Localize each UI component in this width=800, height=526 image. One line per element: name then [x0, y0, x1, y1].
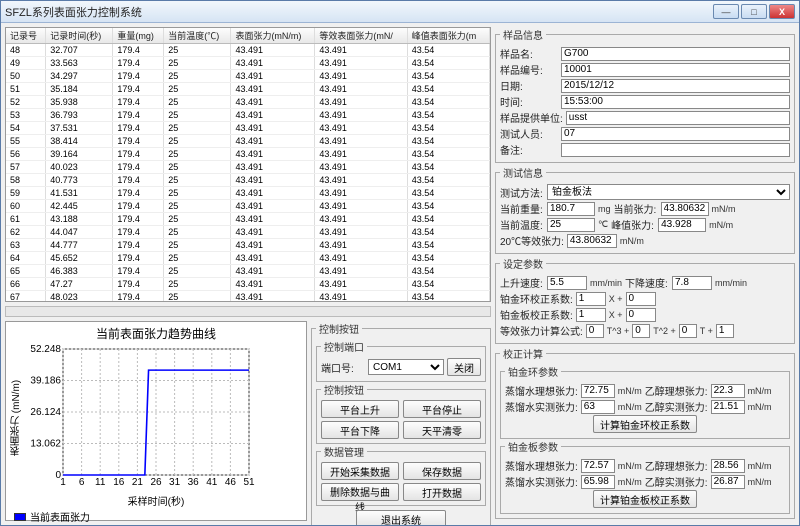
chart-panel: 当前表面张力趋势曲线 表面张力 (mN/m) 013.06226.12439.1…: [5, 321, 307, 521]
tester-input[interactable]: [561, 127, 790, 141]
minimize-button[interactable]: —: [713, 4, 739, 19]
table-row[interactable]: 6748.023179.42543.49143.49143.54: [6, 291, 490, 303]
chart-xaxis-label: 采样时间(秒): [8, 493, 304, 508]
legend-label: 当前表面张力: [30, 509, 90, 524]
chart-legend: 当前表面张力: [8, 508, 304, 525]
table-row[interactable]: 5538.414179.42543.49143.49143.54: [6, 135, 490, 148]
table-row[interactable]: 5034.297179.42543.49143.49143.54: [6, 70, 490, 83]
platform-stop-button[interactable]: 平台停止: [403, 400, 481, 418]
eq20-field[interactable]: [567, 234, 617, 248]
col-header[interactable]: 等效表面张力(mN/: [315, 28, 407, 44]
table-row[interactable]: 6445.652179.42543.49143.49143.54: [6, 252, 490, 265]
svg-text:6: 6: [79, 477, 85, 488]
col-header[interactable]: 记录时间(秒): [46, 28, 113, 44]
settings-group: 设定参数 上升速度:mm/min 下降速度:mm/min 铂金环校正系数:X +…: [495, 256, 795, 344]
table-row[interactable]: 5840.773179.42543.49143.49143.54: [6, 174, 490, 187]
note-input[interactable]: [561, 143, 790, 157]
svg-text:11: 11: [95, 477, 106, 488]
svg-text:16: 16: [113, 477, 125, 488]
table-row[interactable]: 5336.793179.42543.49143.49143.54: [6, 109, 490, 122]
open-data-button[interactable]: 打开数据: [403, 483, 481, 501]
chart-title: 当前表面张力趋势曲线: [8, 324, 304, 343]
table-row[interactable]: 5740.023179.42543.49143.49143.54: [6, 161, 490, 174]
col-header[interactable]: 重量(mg): [113, 28, 164, 44]
balance-zero-button[interactable]: 天平清零: [403, 421, 481, 439]
start-collect-button[interactable]: 开始采集数据: [321, 462, 399, 480]
svg-text:46: 46: [225, 477, 237, 488]
provider-input[interactable]: [566, 111, 790, 125]
col-header[interactable]: 表面张力(mN/m): [231, 28, 315, 44]
test-info-group: 测试信息 测试方法:铂金板法 当前重量:mg 当前张力:mN/m 当前温度:℃ …: [495, 165, 795, 254]
peak-field[interactable]: [658, 218, 706, 232]
platform-down-button[interactable]: 平台下降: [321, 421, 399, 439]
svg-text:31: 31: [169, 477, 181, 488]
svg-text:39.186: 39.186: [30, 376, 61, 387]
svg-text:21: 21: [132, 477, 144, 488]
col-header[interactable]: 当前温度(℃): [164, 28, 231, 44]
temp-field[interactable]: [547, 218, 595, 232]
svg-text:26.124: 26.124: [30, 407, 61, 418]
table-row[interactable]: 5235.938179.42543.49143.49143.54: [6, 96, 490, 109]
close-button[interactable]: X: [769, 4, 795, 19]
upspeed-input[interactable]: [547, 276, 587, 290]
table-row[interactable]: 5135.184179.42543.49143.49143.54: [6, 83, 490, 96]
trend-chart: 013.06226.12439.18652.248161116212631364…: [25, 343, 255, 493]
tension-field[interactable]: [661, 202, 709, 216]
table-row[interactable]: 6143.188179.42543.49143.49143.54: [6, 213, 490, 226]
table-row[interactable]: 6344.777179.42543.49143.49143.54: [6, 239, 490, 252]
grid-scrollbar[interactable]: [5, 306, 491, 317]
window-title: SFZL系列表面张力控制系统: [5, 4, 713, 20]
sample-name-input[interactable]: [561, 47, 790, 61]
col-header[interactable]: 记录号: [6, 28, 46, 44]
table-row[interactable]: 6647.27179.42543.49143.49143.54: [6, 278, 490, 291]
svg-text:51: 51: [243, 477, 255, 488]
table-row[interactable]: 4933.563179.42543.49143.49143.54: [6, 57, 490, 70]
table-row[interactable]: 5639.164179.42543.49143.49143.54: [6, 148, 490, 161]
method-select[interactable]: 铂金板法: [547, 184, 790, 200]
date-input[interactable]: [561, 79, 790, 93]
ring-coef-input[interactable]: [576, 292, 606, 306]
table-row[interactable]: 6042.445179.42543.49143.49143.54: [6, 200, 490, 213]
table-row[interactable]: 5941.531179.42543.49143.49143.54: [6, 187, 490, 200]
legend-swatch: [14, 513, 26, 521]
chart-yaxis-label: 表面张力 (mN/m): [8, 343, 25, 493]
platform-up-button[interactable]: 平台上升: [321, 400, 399, 418]
table-row[interactable]: 5437.531179.42543.49143.49143.54: [6, 122, 490, 135]
port-select[interactable]: COM1: [368, 359, 444, 375]
table-row[interactable]: 6244.047179.42543.49143.49143.54: [6, 226, 490, 239]
calc-ring-button[interactable]: 计算铂金环校正系数: [593, 415, 697, 433]
port-close-button[interactable]: 关闭: [447, 358, 481, 376]
svg-text:36: 36: [188, 477, 200, 488]
table-row[interactable]: 4832.707179.42543.49143.49143.54: [6, 44, 490, 57]
col-header[interactable]: 峰值表面张力(m: [407, 28, 489, 44]
plate-coef-input[interactable]: [576, 308, 606, 322]
titlebar[interactable]: SFZL系列表面张力控制系统 — □ X: [1, 1, 799, 23]
exit-button[interactable]: 退出系统: [356, 510, 446, 525]
sample-no-input[interactable]: [561, 63, 790, 77]
weight-field[interactable]: [547, 202, 595, 216]
delete-data-button[interactable]: 删除数据与曲线: [321, 483, 399, 501]
time-input[interactable]: [561, 95, 790, 109]
svg-text:13.062: 13.062: [30, 439, 61, 450]
svg-text:41: 41: [206, 477, 218, 488]
maximize-button[interactable]: □: [741, 4, 767, 19]
svg-text:52.248: 52.248: [30, 344, 61, 355]
app-window: SFZL系列表面张力控制系统 — □ X 记录号记录时间(秒)重量(mg)当前温…: [0, 0, 800, 526]
save-data-button[interactable]: 保存数据: [403, 462, 481, 480]
calc-plate-button[interactable]: 计算铂金板校正系数: [593, 490, 697, 508]
svg-text:26: 26: [150, 477, 162, 488]
sample-info-group: 样品信息 样品名: 样品编号: 日期: 时间: 样品提供单位: 测试人员: 备注…: [495, 27, 795, 163]
downspeed-input[interactable]: [672, 276, 712, 290]
control-group: 控制按钮 控制端口 端口号: COM1 关闭 控制按钮 平台上升平台停止 平台下…: [311, 321, 491, 525]
calibration-group: 校正计算 铂金环参数 蒸馏水理想张力:mN/m 乙醇理想张力:mN/m 蒸馏水实…: [495, 346, 795, 519]
data-grid[interactable]: 记录号记录时间(秒)重量(mg)当前温度(℃)表面张力(mN/m)等效表面张力(…: [5, 27, 491, 302]
window-buttons: — □ X: [713, 4, 795, 19]
svg-text:1: 1: [60, 477, 66, 488]
table-row[interactable]: 6546.383179.42543.49143.49143.54: [6, 265, 490, 278]
